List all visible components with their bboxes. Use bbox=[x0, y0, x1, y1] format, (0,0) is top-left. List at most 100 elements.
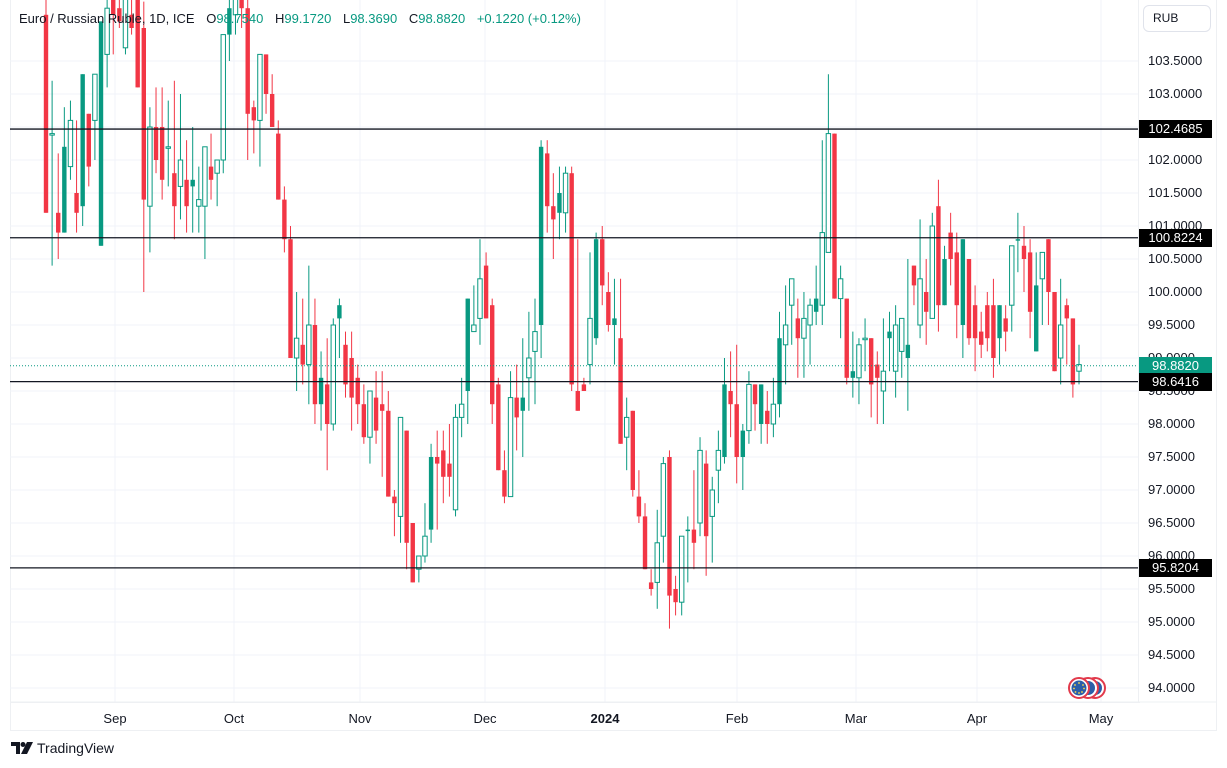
candle-body[interactable] bbox=[159, 127, 165, 180]
candle-body[interactable] bbox=[1076, 364, 1082, 372]
candle-body[interactable] bbox=[813, 298, 819, 312]
candle-body[interactable] bbox=[1057, 324, 1064, 359]
candle-body[interactable] bbox=[220, 34, 226, 161]
candle-body[interactable] bbox=[709, 489, 715, 517]
candle-body[interactable] bbox=[960, 239, 966, 325]
candle-body[interactable] bbox=[410, 523, 415, 583]
candle-body[interactable] bbox=[630, 410, 635, 490]
candle-body[interactable] bbox=[477, 278, 483, 319]
candle-body[interactable] bbox=[165, 146, 171, 149]
candle-body[interactable] bbox=[318, 377, 324, 405]
candle-body[interactable] bbox=[43, 14, 49, 213]
candle-body[interactable] bbox=[856, 344, 862, 379]
candle-body[interactable] bbox=[715, 449, 722, 471]
candle-body[interactable] bbox=[111, 0, 116, 15]
candle-body[interactable] bbox=[972, 305, 978, 339]
candle-body[interactable] bbox=[1070, 318, 1076, 385]
candle-body[interactable] bbox=[746, 383, 752, 432]
time-axis[interactable]: Sep Oct Nov Dec 2024 Feb Mar Apr May bbox=[10, 702, 1140, 731]
candle-body[interactable] bbox=[887, 331, 892, 339]
candle-body[interactable] bbox=[520, 397, 525, 411]
candle-body[interactable] bbox=[269, 94, 275, 127]
candle-body[interactable] bbox=[386, 410, 391, 497]
candle-body[interactable] bbox=[300, 344, 305, 365]
candle-body[interactable] bbox=[678, 535, 685, 603]
candle-body[interactable] bbox=[67, 119, 74, 168]
candle-body[interactable] bbox=[648, 582, 654, 589]
candle-body[interactable] bbox=[862, 337, 868, 341]
candle-body[interactable] bbox=[1046, 239, 1051, 292]
candle-body[interactable] bbox=[581, 384, 587, 391]
candle-body[interactable] bbox=[153, 127, 159, 160]
candle-body[interactable] bbox=[355, 377, 360, 405]
candle-body[interactable] bbox=[844, 298, 849, 378]
candle-body[interactable] bbox=[263, 54, 269, 94]
candle-body[interactable] bbox=[875, 364, 880, 378]
candle-body[interactable] bbox=[1003, 318, 1008, 332]
candle-body[interactable] bbox=[361, 404, 367, 438]
candle-body[interactable] bbox=[452, 416, 459, 511]
candle-body[interactable] bbox=[349, 358, 354, 398]
candle-body[interactable] bbox=[184, 179, 189, 207]
candle-body[interactable] bbox=[232, 0, 239, 16]
candle-body[interactable] bbox=[129, 14, 134, 28]
candle-body[interactable] bbox=[722, 384, 727, 457]
candle-body[interactable] bbox=[312, 325, 318, 405]
candle-body[interactable] bbox=[942, 259, 947, 306]
candle-body[interactable] bbox=[122, 0, 129, 49]
candle-body[interactable] bbox=[642, 516, 648, 570]
candle-body[interactable] bbox=[80, 74, 85, 207]
candle-body[interactable] bbox=[496, 384, 501, 471]
candle-body[interactable] bbox=[545, 153, 550, 207]
candle-body[interactable] bbox=[526, 357, 532, 379]
candle-body[interactable] bbox=[276, 133, 281, 200]
candle-body[interactable] bbox=[819, 232, 825, 306]
currency-button[interactable]: RUB bbox=[1143, 5, 1211, 32]
candle-body[interactable] bbox=[1039, 251, 1046, 280]
candle-body[interactable] bbox=[1015, 239, 1021, 241]
candle-body[interactable] bbox=[575, 391, 580, 411]
candle-body[interactable] bbox=[458, 403, 465, 418]
candle-body[interactable] bbox=[135, 0, 140, 88]
candle-body[interactable] bbox=[789, 278, 795, 306]
candle-body[interactable] bbox=[502, 470, 507, 497]
candle-body[interactable] bbox=[49, 133, 55, 136]
candle-body[interactable] bbox=[428, 457, 434, 530]
candle-body[interactable] bbox=[917, 278, 923, 326]
candle-body[interactable] bbox=[337, 305, 342, 319]
candle-body[interactable] bbox=[600, 239, 605, 286]
candle-body[interactable] bbox=[62, 146, 67, 233]
candle-body[interactable] bbox=[490, 305, 495, 405]
candle-body[interactable] bbox=[465, 298, 470, 391]
candle-body[interactable] bbox=[697, 449, 703, 524]
tradingview-logo[interactable]: TradingView bbox=[11, 740, 114, 756]
candle-body[interactable] bbox=[606, 292, 611, 325]
candle-body[interactable] bbox=[636, 496, 642, 517]
candle-body[interactable] bbox=[330, 324, 336, 425]
candle-body[interactable] bbox=[1064, 305, 1069, 319]
candle-body[interactable] bbox=[923, 292, 929, 312]
candle-body[interactable] bbox=[514, 397, 519, 418]
candle-body[interactable] bbox=[196, 199, 202, 207]
candle-body[interactable] bbox=[86, 113, 91, 167]
candle-body[interactable] bbox=[758, 384, 764, 424]
candle-body[interactable] bbox=[1052, 292, 1057, 372]
candle-body[interactable] bbox=[190, 179, 195, 187]
candle-body[interactable] bbox=[740, 430, 746, 457]
candle-body[interactable] bbox=[807, 304, 813, 326]
candle-body[interactable] bbox=[306, 324, 312, 366]
candle-body[interactable] bbox=[288, 239, 293, 358]
candle-body[interactable] bbox=[447, 463, 452, 477]
candle-body[interactable] bbox=[752, 384, 758, 405]
candle-body[interactable] bbox=[673, 589, 678, 603]
candle-body[interactable] bbox=[507, 397, 514, 498]
candle-body[interactable] bbox=[1034, 285, 1039, 352]
candle-body[interactable] bbox=[56, 212, 61, 233]
candle-body[interactable] bbox=[422, 535, 428, 557]
candle-body[interactable] bbox=[593, 239, 599, 339]
candle-body[interactable] bbox=[245, 8, 250, 114]
candle-body[interactable] bbox=[251, 107, 257, 121]
symbol-title[interactable]: Euro / Russian Ruble, 1D, ICE bbox=[19, 11, 195, 26]
candle-body[interactable] bbox=[483, 265, 489, 319]
candle-body[interactable] bbox=[538, 146, 544, 325]
